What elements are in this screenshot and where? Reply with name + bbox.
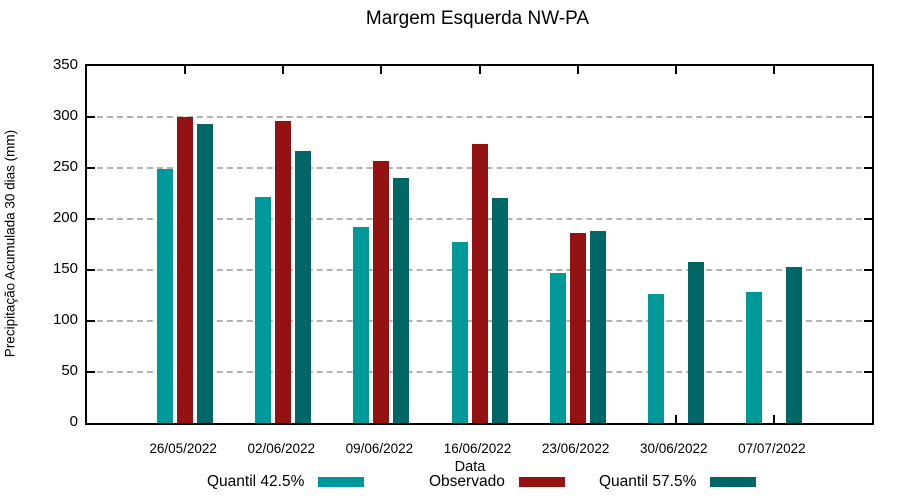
legend-swatch-quantil-57-5	[710, 477, 757, 487]
y-tick-label: 200	[52, 209, 78, 226]
plot-area	[85, 64, 874, 425]
x-tick-mark	[380, 66, 383, 74]
y-tick-label: 100	[52, 311, 78, 328]
bar-observado-09-06-2022	[373, 160, 390, 423]
bar-quantil-42-5--23-06-2022	[549, 273, 566, 423]
bar-observado-26-05-2022	[177, 117, 194, 423]
legend: Quantil 42.5% Observado Quantil 57.5%	[0, 473, 900, 493]
chart-title: Margem Esquerda NW-PA	[365, 8, 590, 29]
y-tick-mark	[864, 167, 872, 169]
y-tick-mark	[87, 218, 95, 220]
legend-item-quantil-42-5: Quantil 42.5%	[207, 473, 365, 491]
x-tick-label: 26/05/2022	[149, 441, 217, 456]
legend-swatch-quantil-42-5	[318, 477, 365, 487]
y-tick-mark	[87, 167, 95, 169]
y-tick-mark	[864, 218, 872, 220]
x-tick-label: 23/06/2022	[541, 441, 610, 456]
x-tick-label: 30/06/2022	[639, 441, 708, 456]
legend-swatch-observado	[518, 477, 565, 487]
y-tick-mark	[87, 269, 95, 271]
bar-quantil-57-5--09-06-2022	[393, 178, 410, 423]
x-tick-mark	[772, 66, 775, 74]
y-tick-mark	[864, 116, 872, 118]
y-tick-mark	[864, 269, 872, 271]
bar-quantil-42-5--09-06-2022	[353, 227, 370, 423]
y-tick-label: 250	[52, 158, 78, 175]
x-tick-mark	[674, 415, 677, 423]
bar-quantil-42-5--30-06-2022	[647, 294, 664, 423]
bar-quantil-57-5--16-06-2022	[491, 197, 508, 423]
legend-item-observado: Observado	[429, 473, 565, 491]
x-tick-mark	[576, 66, 579, 74]
y-tick-mark	[87, 320, 95, 322]
x-tick-label: 09/06/2022	[345, 441, 414, 456]
x-tick-label: 07/07/2022	[738, 441, 806, 456]
bar-quantil-57-5--30-06-2022	[687, 261, 704, 423]
bar-quantil-57-5--02-06-2022	[295, 150, 312, 423]
y-tick-label: 50	[61, 362, 78, 379]
x-tick-label: 02/06/2022	[247, 441, 316, 456]
x-tick-mark	[184, 66, 187, 74]
y-tick-mark	[864, 371, 872, 373]
bar-quantil-57-5--07-07-2022	[785, 266, 802, 423]
y-tick-mark	[87, 371, 95, 373]
bar-quantil-57-5--26-05-2022	[197, 124, 214, 423]
y-tick-label: 150	[52, 260, 78, 277]
bar-quantil-42-5--02-06-2022	[255, 196, 272, 423]
y-tick-label: 0	[69, 413, 78, 430]
bar-observado-23-06-2022	[569, 233, 586, 423]
x-tick-label: 16/06/2022	[443, 441, 512, 456]
bar-quantil-42-5--07-07-2022	[745, 292, 762, 423]
legend-label: Quantil 42.5%	[207, 473, 305, 490]
x-tick-mark	[772, 415, 775, 423]
bar-quantil-42-5--16-06-2022	[451, 242, 468, 423]
bar-observado-16-06-2022	[471, 143, 488, 423]
y-tick-mark	[864, 320, 872, 322]
x-tick-mark	[478, 66, 481, 74]
bar-quantil-57-5--23-06-2022	[589, 231, 606, 423]
x-tick-mark	[674, 66, 677, 74]
x-axis-label: Data	[454, 459, 486, 475]
bar-quantil-42-5--26-05-2022	[157, 169, 174, 423]
legend-item-quantil-57-5: Quantil 57.5%	[599, 473, 757, 491]
legend-label: Observado	[429, 473, 505, 490]
y-axis-label: Precipitação Acumulada 30 dias (mm)	[2, 129, 18, 358]
y-tick-label: 300	[52, 107, 78, 124]
bar-observado-02-06-2022	[275, 121, 292, 423]
legend-label: Quantil 57.5%	[599, 473, 697, 490]
y-tick-label: 350	[52, 56, 78, 73]
gridline-300	[87, 116, 872, 118]
x-tick-mark	[282, 66, 285, 74]
y-tick-mark	[87, 116, 95, 118]
